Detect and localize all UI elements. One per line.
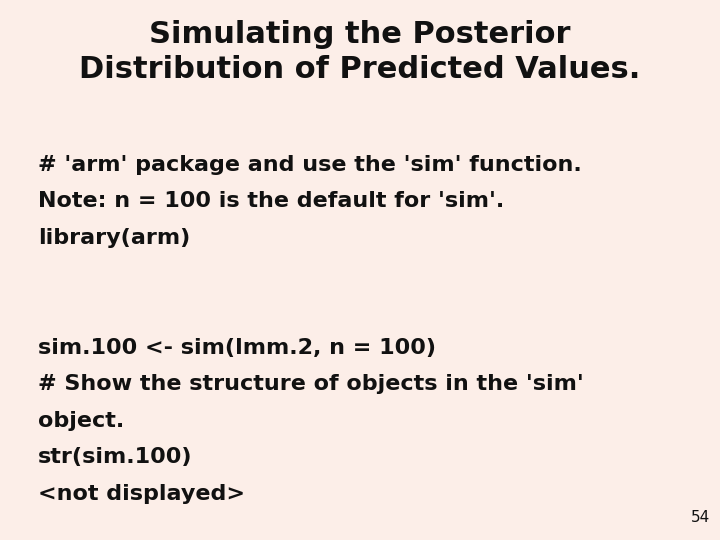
Text: str(sim.100): str(sim.100) <box>38 447 192 467</box>
Text: Note: n = 100 is the default for 'sim'.: Note: n = 100 is the default for 'sim'. <box>38 192 504 212</box>
Text: # 'arm' package and use the 'sim' function.: # 'arm' package and use the 'sim' functi… <box>38 155 582 175</box>
Text: sim.100 <- sim(lmm.2, n = 100): sim.100 <- sim(lmm.2, n = 100) <box>38 338 436 357</box>
Text: <not displayed>: <not displayed> <box>38 483 245 503</box>
Text: Simulating the Posterior
Distribution of Predicted Values.: Simulating the Posterior Distribution of… <box>79 20 641 84</box>
Text: # Show the structure of objects in the 'sim': # Show the structure of objects in the '… <box>38 374 584 394</box>
Text: library(arm): library(arm) <box>38 228 190 248</box>
Text: 54: 54 <box>690 510 710 525</box>
Text: object.: object. <box>38 410 125 430</box>
